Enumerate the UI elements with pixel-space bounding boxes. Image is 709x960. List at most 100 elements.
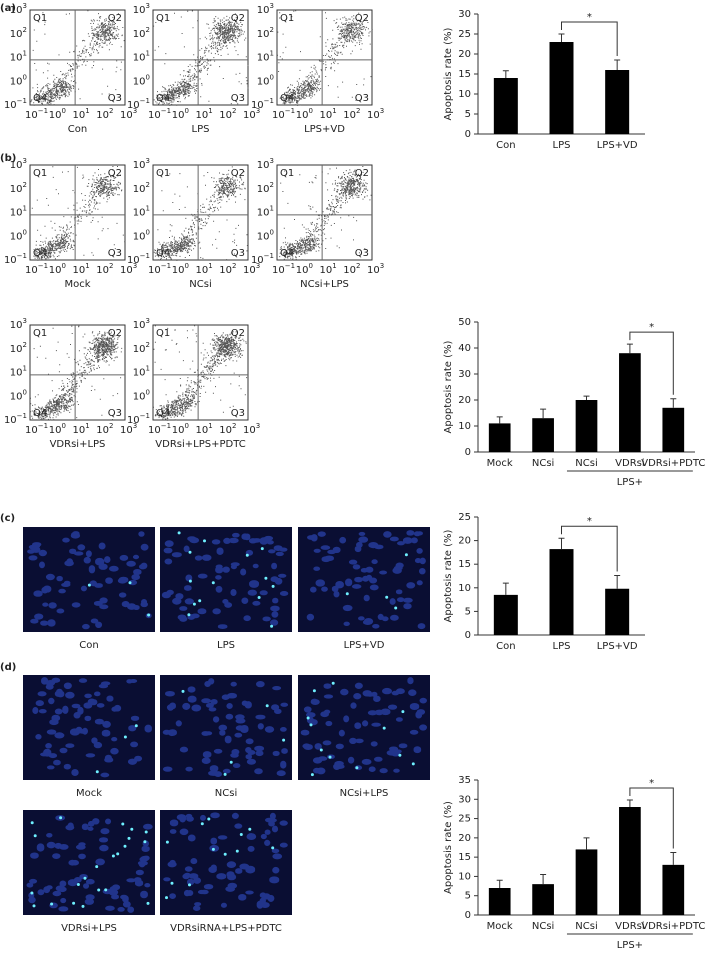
- bar: [605, 588, 630, 635]
- tick-exp: 3: [133, 262, 137, 270]
- flow-frame: [152, 9, 249, 106]
- tick-base: 10: [257, 160, 270, 171]
- tick-base: 10: [10, 53, 23, 64]
- error-bar: [502, 70, 509, 78]
- tick-exp: 0: [23, 388, 27, 396]
- tick-exp: −1: [38, 422, 48, 430]
- tick-base: 10: [25, 265, 38, 276]
- tick-exp: 1: [270, 50, 274, 58]
- tick-exp: 2: [232, 107, 236, 115]
- tick-exp: −1: [264, 252, 274, 260]
- tick-base: 10: [133, 53, 146, 64]
- tick-exp: 3: [23, 2, 27, 10]
- quadrant-label: Q1: [156, 168, 170, 179]
- flow-tick-label: 103: [367, 262, 384, 276]
- tick-base: 10: [10, 368, 23, 379]
- tick-base: 10: [96, 110, 109, 121]
- tick-exp: 1: [270, 205, 274, 213]
- flow-frame: [152, 164, 249, 261]
- tick-base: 10: [4, 415, 17, 426]
- nuclei: [26, 815, 153, 913]
- tick-exp: 2: [146, 181, 150, 189]
- flow-tick-label: 103: [133, 317, 150, 331]
- tick-exp: 0: [308, 107, 312, 115]
- flow-tick-label: 100: [257, 228, 274, 242]
- flow-tick-label: 101: [133, 205, 150, 219]
- quadrant-label: Q3: [231, 248, 245, 259]
- tick-exp: 1: [85, 422, 89, 430]
- significance-bracket: [629, 787, 674, 849]
- tick-base: 10: [4, 100, 17, 111]
- flow-tick-label: 102: [96, 107, 113, 121]
- event-cloud: [153, 10, 249, 106]
- y-tick-label: 25: [458, 512, 471, 523]
- flow-tick-label: 101: [10, 205, 27, 219]
- flow-tick-label: 10−1: [148, 262, 171, 276]
- panel-label: (d): [0, 662, 16, 673]
- flow-tick-label: 102: [133, 341, 150, 355]
- tick-base: 10: [120, 110, 133, 121]
- flow-tick-label: 102: [10, 181, 27, 195]
- flow-tick-label: 103: [367, 107, 384, 121]
- quadrant-label: Q2: [108, 13, 122, 24]
- flow-tick-label: 102: [96, 262, 113, 276]
- tick-exp: 0: [146, 228, 150, 236]
- flow-tick-label: 100: [296, 262, 313, 276]
- x-tick-label: LPS: [553, 641, 571, 652]
- flow-tick-label: 10−1: [4, 252, 27, 266]
- x-tick-label: Mock: [487, 458, 513, 469]
- flow-tick-label: 100: [296, 107, 313, 121]
- tick-base: 10: [133, 29, 146, 40]
- tick-base: 10: [133, 368, 146, 379]
- tick-exp: 0: [146, 73, 150, 81]
- tick-exp: 3: [380, 262, 384, 270]
- y-tick-label: 20: [458, 49, 471, 60]
- tick-exp: 3: [270, 157, 274, 165]
- micrograph-caption: NCsi+LPS: [340, 788, 389, 799]
- tick-exp: −1: [38, 262, 48, 270]
- tick-exp: 2: [232, 262, 236, 270]
- flow-tick-label: 100: [172, 262, 189, 276]
- y-tick-label: 10: [458, 421, 471, 432]
- tick-exp: −1: [161, 422, 171, 430]
- flow-tick-label: 100: [172, 107, 189, 121]
- y-tick-label: 15: [458, 559, 471, 570]
- flow-tick-label: 101: [257, 205, 274, 219]
- tick-exp: 2: [232, 422, 236, 430]
- quadrant-label: Q4: [33, 408, 47, 419]
- flow-tick-label: 10−1: [127, 412, 150, 426]
- error-bar: [540, 408, 547, 419]
- tick-base: 10: [25, 425, 38, 436]
- flow-tick-label: 101: [196, 107, 213, 121]
- tick-base: 10: [148, 425, 161, 436]
- y-tick-label: 35: [458, 775, 471, 786]
- flow-tick-label: 10−1: [25, 262, 48, 276]
- tick-base: 10: [172, 265, 185, 276]
- flow-tick-label: 101: [196, 262, 213, 276]
- flow-tick-label: 102: [133, 181, 150, 195]
- quadrant-label: Q4: [280, 93, 294, 104]
- flow-tick-label: 102: [219, 262, 236, 276]
- flow-tick-label: 100: [133, 73, 150, 87]
- y-axis-label: Apoptosis rate (%): [443, 529, 454, 622]
- flow-tick-label: 103: [243, 107, 260, 121]
- quadrant-label: Q4: [33, 248, 47, 259]
- tick-exp: 2: [23, 181, 27, 189]
- event-cloud: [31, 166, 126, 261]
- x-tick-label: NCsi: [575, 458, 597, 469]
- event-cloud: [30, 325, 123, 421]
- quadrant-label: Q4: [280, 248, 294, 259]
- tick-exp: 1: [85, 262, 89, 270]
- bar: [493, 594, 518, 635]
- tick-exp: −1: [17, 252, 27, 260]
- flow-tick-label: 101: [73, 422, 90, 436]
- tick-base: 10: [4, 255, 17, 266]
- tick-base: 10: [257, 208, 270, 219]
- tick-base: 10: [343, 110, 356, 121]
- tick-exp: 3: [146, 157, 150, 165]
- tick-base: 10: [96, 425, 109, 436]
- flow-tick-label: 102: [10, 26, 27, 40]
- flow-caption: Con: [68, 124, 87, 135]
- tick-exp: 3: [256, 422, 260, 430]
